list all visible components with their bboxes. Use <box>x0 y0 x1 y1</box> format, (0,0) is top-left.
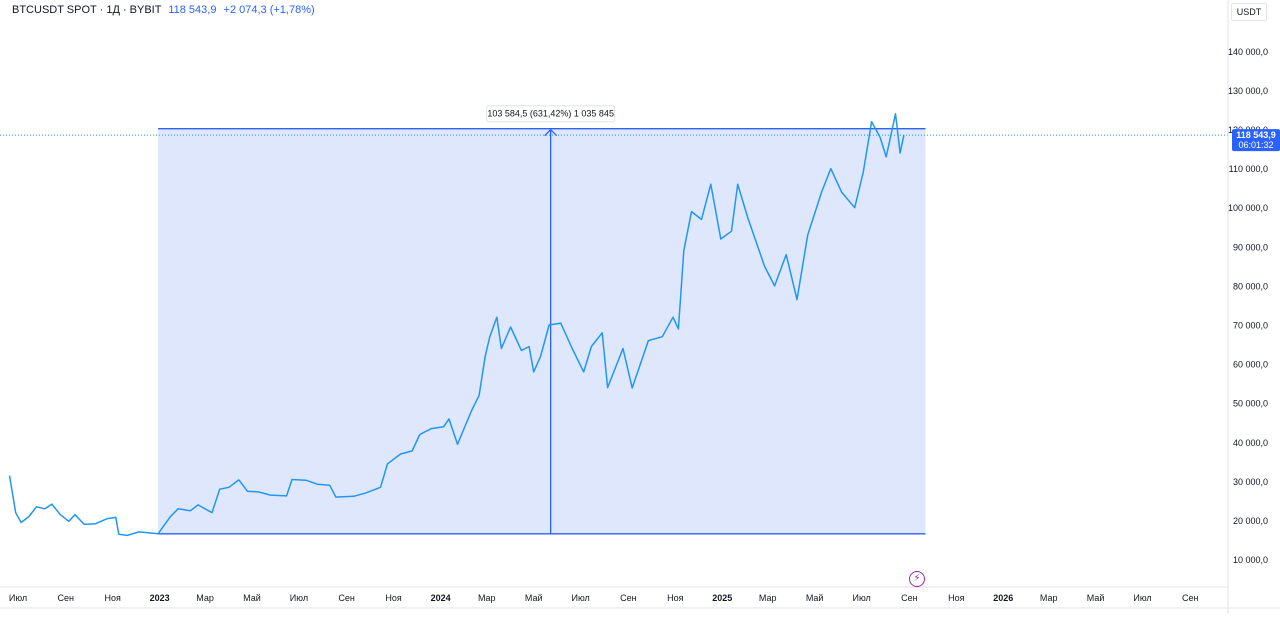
x-tick-label: 2025 <box>712 593 732 603</box>
x-tick-label: Мар <box>1040 593 1058 603</box>
measure-tool: 103 584,5 (631,42%) 1 035 845 <box>158 105 926 535</box>
x-tick-label: Ноя <box>667 593 684 603</box>
x-tick-label: Сен <box>57 593 74 603</box>
measure-label: 103 584,5 (631,42%) 1 035 845 <box>487 109 614 119</box>
lightning-icon[interactable]: ⚡ <box>909 571 925 587</box>
last-price-tag <box>1232 129 1280 152</box>
x-tick-label: Май <box>1087 593 1105 603</box>
x-tick-label: Май <box>243 593 261 603</box>
y-tick-label: 60 000,0 <box>1233 360 1268 370</box>
x-tick-label: Сен <box>1182 593 1199 603</box>
y-tick-label: 90 000,0 <box>1233 242 1268 252</box>
x-tick-label: Сен <box>901 593 918 603</box>
price-tag-layer: 118 543,906:01:32 <box>1232 129 1280 152</box>
x-tick-label: Мар <box>759 593 777 603</box>
measure-area <box>158 128 926 534</box>
x-tick-label: Июл <box>290 593 308 603</box>
x-tick-label: 2024 <box>431 593 451 603</box>
measure-arrow-head <box>544 128 558 137</box>
y-tick-label: 40 000,0 <box>1233 438 1268 448</box>
x-tick-label: Июл <box>9 593 27 603</box>
y-tick-label: 80 000,0 <box>1233 281 1268 291</box>
y-tick-label: 50 000,0 <box>1233 399 1268 409</box>
x-tick-label: Июл <box>852 593 870 603</box>
y-tick-label: 110 000,0 <box>1229 164 1268 174</box>
y-tick-label: 100 000,0 <box>1228 203 1268 213</box>
x-tick-label: Май <box>806 593 824 603</box>
y-tick-label: 30 000,0 <box>1233 477 1268 487</box>
x-tick-label: Мар <box>196 593 214 603</box>
countdown-timer: 06:01:32 <box>1238 140 1273 150</box>
measure-label-box <box>486 105 616 123</box>
x-tick-label: Июл <box>1133 593 1151 603</box>
y-tick-label: 140 000,0 <box>1228 47 1268 57</box>
y-tick-label: 10 000,0 <box>1233 555 1268 565</box>
last-price-tag-value: 118 543,9 <box>1236 130 1276 140</box>
chart-header: BTCUSDT SPOT · 1Д · BYBIT 118 543,9 +2 0… <box>12 4 315 16</box>
x-tick-label: Май <box>525 593 543 603</box>
x-tick-label: Июл <box>572 593 590 603</box>
header-last-price: 118 543,9 <box>168 4 217 16</box>
price-line-series <box>8 113 905 537</box>
x-tick-label: Ноя <box>385 593 402 603</box>
currency-button[interactable]: USDT <box>1231 3 1267 21</box>
symbol-title[interactable]: BTCUSDT SPOT · 1Д · BYBIT <box>12 4 162 16</box>
x-tick-label: Мар <box>478 593 496 603</box>
x-tick-label: 2023 <box>150 593 170 603</box>
tick-labels: 10 000,0 20 000,0 30 000,0 40 000,0 50 000,0… <box>9 47 1268 603</box>
y-tick-label: 20 000,0 <box>1233 516 1268 526</box>
x-tick-label: Ноя <box>104 593 121 603</box>
x-tick-label: 2026 <box>993 593 1013 603</box>
y-tick-label: 130 000,0 <box>1228 86 1268 96</box>
x-tick-label: Сен <box>620 593 637 603</box>
header-change: +2 074,3 (+1,78%) <box>223 4 315 16</box>
x-tick-label: Сен <box>338 593 355 603</box>
x-tick-label: Ноя <box>948 593 965 603</box>
series-layer <box>8 113 905 537</box>
y-tick-label: 70 000,0 <box>1233 321 1268 331</box>
